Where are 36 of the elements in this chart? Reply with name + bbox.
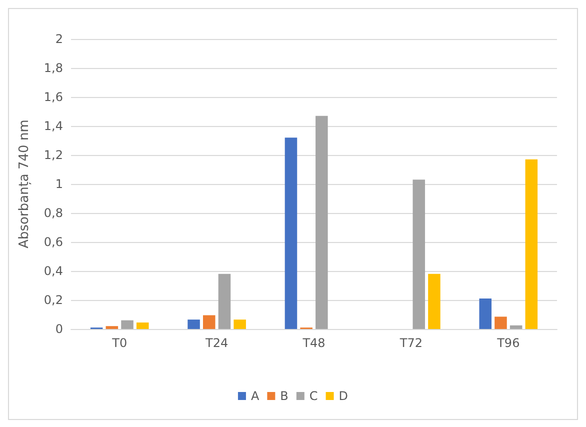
bar [234,320,246,329]
y-axis-title: Absorbanța 740 nm [17,120,32,248]
y-tick-label: 0,8 [44,206,63,220]
legend-label: C [309,389,318,403]
y-tick-label: 1,8 [44,61,63,75]
y-tick-label: 0,4 [44,264,63,278]
y-tick-label: 0 [55,322,63,336]
bar [284,138,298,329]
x-tick-label: T24 [204,336,228,350]
x-tick-label: T48 [302,336,326,350]
y-tick-label: 0,6 [44,235,63,249]
bar [428,274,440,329]
y-tick-label: 0,2 [44,293,63,307]
bar [218,274,231,329]
bar [188,320,200,329]
x-tick-label: T96 [496,336,520,350]
bar [106,326,118,329]
y-tick-label: 1,6 [44,90,63,104]
bar [316,116,328,329]
bar [510,325,522,329]
y-tick-label: 1,4 [44,119,63,133]
legend-label: D [338,389,348,403]
bar [525,159,538,329]
y-tick-label: 1 [55,177,63,191]
bar [202,315,216,329]
bar [494,316,507,329]
legend-label: B [280,389,288,403]
bar [412,180,426,329]
x-tick-label: T72 [398,336,423,350]
x-tick-label: T0 [111,336,128,350]
y-tick-label: 1,2 [44,148,63,162]
y-tick-label: 2 [55,32,63,46]
bar [479,298,492,329]
bar [136,322,149,329]
legend-label: A [250,389,260,403]
bar [121,320,134,329]
